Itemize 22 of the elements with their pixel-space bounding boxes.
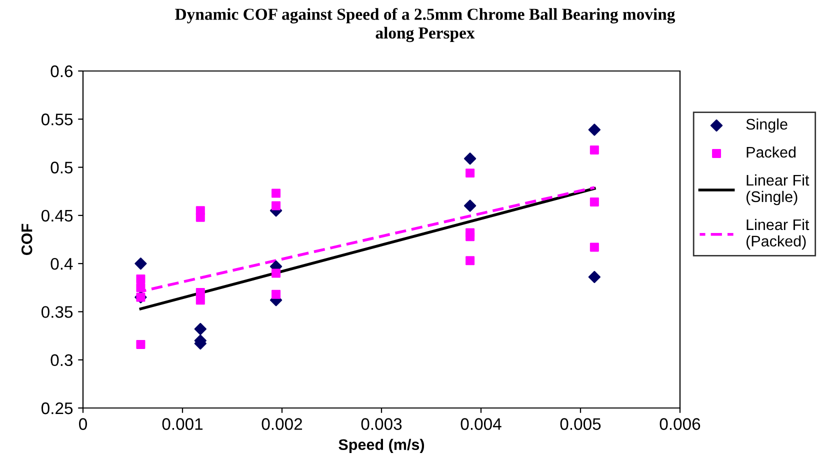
y-tick-label: 0.35 (41, 306, 73, 318)
y-axis-title: COF (21, 224, 32, 255)
y-tick-label: 0.4 (50, 258, 73, 270)
y-tick-label: 0.3 (50, 354, 73, 366)
x-tick-label: 0 (79, 418, 87, 430)
x-tick-label: 0.004 (460, 418, 502, 430)
legend-label: Single (746, 118, 788, 133)
x-axis-title: Speed (m/s) (338, 438, 424, 454)
x-tick-label: 0.002 (262, 418, 302, 430)
chart-title: Dynamic COF against Speed of a 2.5mm Chrome Ball Bearing moving along Perspex (175, 8, 676, 42)
x-tick-label: 0.005 (560, 418, 601, 430)
y-tick-label: 0.6 (50, 65, 73, 78)
x-tick-label: 0.003 (361, 418, 402, 430)
legend-label: Linear Fit (Packed) (746, 218, 810, 250)
y-tick-label: 0.55 (41, 114, 73, 126)
y-tick-label: 0.25 (41, 402, 73, 414)
legend-label: Packed (746, 146, 796, 158)
y-tick-label: 0.5 (50, 162, 73, 174)
y-tick-label: 0.45 (41, 210, 73, 222)
x-tick-label: 0.001 (162, 418, 203, 430)
x-tick-label: 0.006 (660, 418, 700, 430)
legend-label: Linear Fit (Single) (746, 174, 810, 206)
